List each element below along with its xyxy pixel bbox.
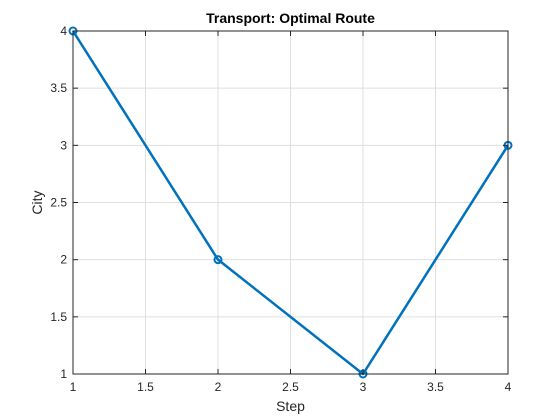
series-line [71,30,510,376]
x-tick-label: 1 [70,380,77,394]
x-tick-label: 1.5 [137,380,154,394]
y-tick-label: 1.5 [50,310,67,324]
y-tick-label: 1 [60,367,67,381]
x-axis-label: Step [276,398,305,414]
y-tick-label: 3 [60,138,67,152]
y-tick-label: 2 [60,253,67,267]
x-tick-label: 2.5 [282,380,299,394]
chart-title: Transport: Optimal Route [206,10,375,26]
x-tick-label: 3.5 [427,380,444,394]
y-tick-label: 3.5 [50,81,67,95]
y-axis-label: City [29,190,45,214]
y-tick-label: 4 [60,24,67,38]
ticks [72,30,509,375]
y-tick-label: 2.5 [50,196,67,210]
x-tick-label: 3 [360,380,367,394]
x-tick-label: 2 [215,380,222,394]
x-tick-label: 4 [505,380,512,394]
data-point [213,255,223,265]
tick-labels: 1 1.5 2 2.5 3 3.5 4 1 1.5 2 2.5 3 3.5 4 [50,24,511,394]
